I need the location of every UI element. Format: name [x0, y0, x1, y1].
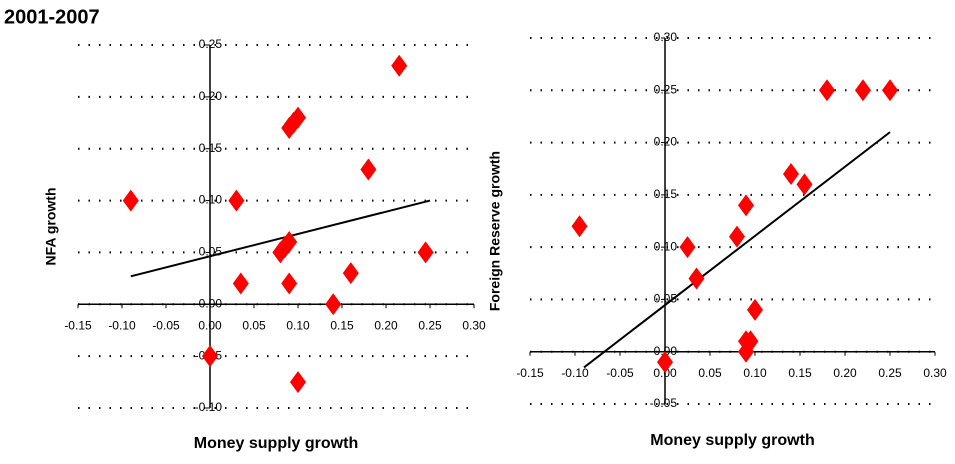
x-tick-label: -0.05 [152, 318, 180, 332]
x-tick-label: 0.05 [698, 366, 722, 380]
point [742, 330, 759, 353]
point [571, 215, 588, 238]
point [679, 236, 696, 259]
x-tick-label: -0.05 [606, 366, 634, 380]
point [747, 298, 763, 321]
point [738, 194, 754, 217]
x-tick-label: 0.30 [462, 318, 486, 332]
y-axis-title: Foreign Reserve growth [487, 151, 503, 311]
point [688, 267, 705, 290]
page-title: 2001-2007 [4, 6, 100, 28]
point [122, 189, 139, 212]
point [290, 371, 306, 394]
x-tick-label: -0.15 [516, 366, 544, 380]
point [729, 225, 745, 248]
x-tick-label: 0.15 [330, 318, 354, 332]
y-tick-label: -0.05 [650, 396, 678, 410]
point [290, 106, 306, 129]
x-axis-title: Money supply growth [194, 435, 358, 452]
y-tick-label: 0.25 [199, 37, 223, 51]
x-tick-label: 0.15 [788, 366, 812, 380]
x-tick-label: 0.30 [923, 366, 947, 380]
trendline [130, 199, 431, 278]
point [281, 231, 298, 254]
trendline [583, 131, 891, 369]
point [281, 272, 298, 295]
x-tick-label: -0.10 [108, 318, 136, 332]
x-tick-label: 0.05 [242, 318, 266, 332]
point [325, 293, 342, 316]
point [819, 79, 835, 102]
point [657, 351, 673, 374]
point [882, 79, 898, 102]
x-tick-label: 0.10 [286, 318, 310, 332]
point [228, 189, 245, 212]
y-tick-label: -0.10 [195, 400, 223, 414]
x-axis-title: Money supply growth [650, 432, 814, 449]
point [232, 272, 249, 295]
x-tick-label: 0.25 [878, 366, 902, 380]
x-tick-label: 0.25 [418, 318, 442, 332]
point [796, 173, 813, 196]
x-tick-label: -0.10 [561, 366, 589, 380]
x-tick-label: 0.20 [833, 366, 857, 380]
point [417, 241, 434, 264]
x-tick-label: 0.10 [743, 366, 767, 380]
point [202, 345, 218, 368]
point [391, 54, 408, 77]
x-tick-label: -0.15 [64, 318, 92, 332]
y-tick-label: 0.30 [654, 30, 678, 44]
x-tick-label: 0.20 [374, 318, 398, 332]
point [783, 162, 799, 185]
point [360, 158, 377, 181]
point [855, 79, 871, 102]
point [342, 262, 359, 285]
y-axis-title: NFA growth [43, 187, 59, 265]
